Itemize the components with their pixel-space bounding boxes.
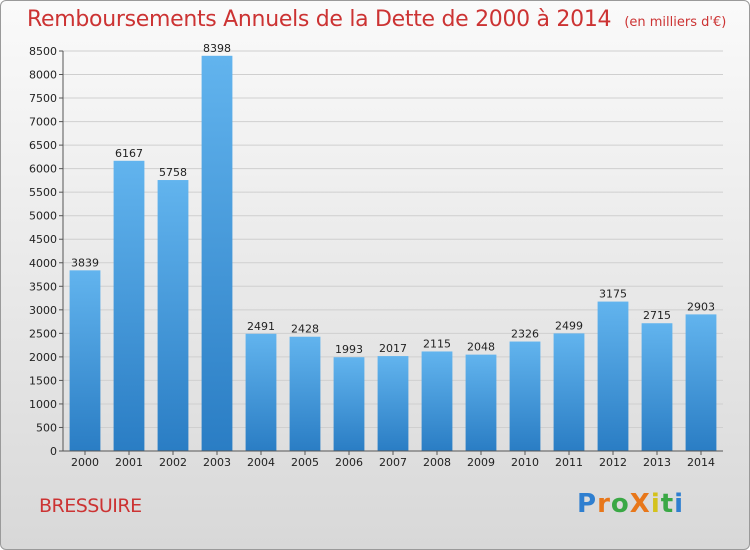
y-axis: 0 500 1000 1500 2000 2500 3000 3500 4000 4500 5000… xyxy=(29,45,64,458)
y-tick-label: 0 xyxy=(50,445,57,458)
bar xyxy=(685,314,717,451)
title-row: Remboursements Annuels de la Dette de 20… xyxy=(27,7,726,32)
y-tick-label: 2000 xyxy=(29,351,57,364)
data-label: 2428 xyxy=(291,323,319,336)
x-tick-label: 2000 xyxy=(71,456,99,469)
bar xyxy=(465,354,497,451)
x-tick-label: 2013 xyxy=(643,456,671,469)
y-tick-label: 6500 xyxy=(29,139,57,152)
data-label: 8398 xyxy=(203,42,231,55)
bar xyxy=(333,357,365,451)
x-tick-label: 2005 xyxy=(291,456,319,469)
bar xyxy=(245,333,277,451)
x-tick-label: 2004 xyxy=(247,456,275,469)
y-tick-label: 7000 xyxy=(29,116,57,129)
y-tick-label: 3000 xyxy=(29,304,57,317)
y-tick-label: 5500 xyxy=(29,186,57,199)
y-tick-label: 3500 xyxy=(29,280,57,293)
data-label: 2903 xyxy=(687,300,715,313)
y-tick-label: 8500 xyxy=(29,45,57,58)
data-label: 5758 xyxy=(159,166,187,179)
data-label: 2048 xyxy=(467,341,495,354)
y-tick-label: 1000 xyxy=(29,398,57,411)
data-label: 3175 xyxy=(599,288,627,301)
bar xyxy=(69,270,101,451)
y-tick-label: 6000 xyxy=(29,163,57,176)
y-tick-label: 4500 xyxy=(29,233,57,246)
x-tick-label: 2003 xyxy=(203,456,231,469)
x-tick-label: 2002 xyxy=(159,456,187,469)
x-axis: 2000 2001 2002 2003 2004 2005 2006 2007 2008 2009… xyxy=(63,450,723,469)
bar xyxy=(641,323,673,451)
bar xyxy=(201,55,233,452)
data-label: 6167 xyxy=(115,147,143,160)
brand-logo: ProXiti xyxy=(577,489,685,519)
x-tick-label: 2010 xyxy=(511,456,539,469)
bar xyxy=(377,356,409,451)
y-tick-label: 500 xyxy=(36,421,57,434)
y-tick-label: 8000 xyxy=(29,69,57,82)
x-tick-label: 2009 xyxy=(467,456,495,469)
x-tick-label: 2012 xyxy=(599,456,627,469)
chart-title: Remboursements Annuels de la Dette de 20… xyxy=(27,7,612,32)
bar xyxy=(597,301,629,451)
data-label: 2017 xyxy=(379,342,407,355)
data-label: 2491 xyxy=(247,320,275,333)
bar xyxy=(113,160,145,451)
y-tick-label: 7500 xyxy=(29,92,57,105)
y-tick-label: 2500 xyxy=(29,327,57,340)
x-tick-label: 2006 xyxy=(335,456,363,469)
data-label: 2499 xyxy=(555,319,583,332)
x-tick-label: 2001 xyxy=(115,456,143,469)
bar xyxy=(553,333,585,451)
data-label: 3839 xyxy=(71,256,99,269)
x-tick-label: 2008 xyxy=(423,456,451,469)
bar xyxy=(157,180,189,452)
bar xyxy=(509,341,541,451)
bar xyxy=(289,336,321,451)
bar xyxy=(421,351,453,451)
bars: 3839 6167 5758 8398 2491 2428 1993 2017 2115 2048… xyxy=(69,42,717,452)
x-tick-label: 2011 xyxy=(555,456,583,469)
place-name: BRESSUIRE xyxy=(39,495,142,517)
chart-subtitle: (en milliers d'€) xyxy=(624,15,727,30)
y-tick-label: 1500 xyxy=(29,374,57,387)
x-tick-label: 2007 xyxy=(379,456,407,469)
y-tick-label: 5000 xyxy=(29,210,57,223)
data-label: 2326 xyxy=(511,328,539,341)
x-tick-label: 2014 xyxy=(687,456,715,469)
data-label: 1993 xyxy=(335,343,363,356)
y-tick-label: 4000 xyxy=(29,257,57,270)
data-label: 2715 xyxy=(643,309,671,322)
data-label: 2115 xyxy=(423,337,451,350)
